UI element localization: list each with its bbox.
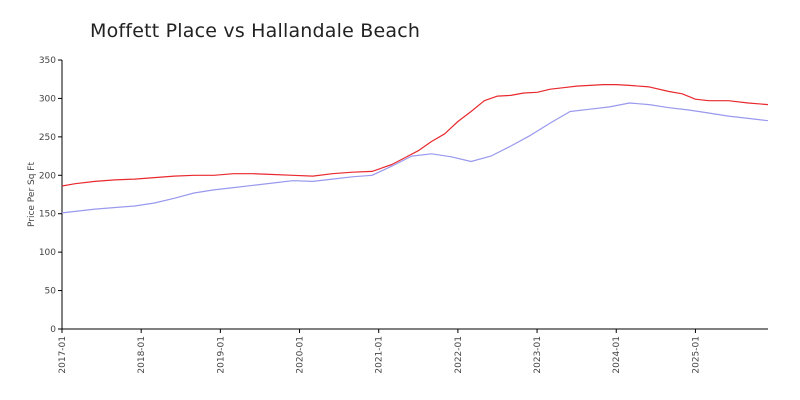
y-tick-label: 300 <box>39 94 56 104</box>
x-tick-label: 2019-01 <box>216 336 226 374</box>
series-line-1 <box>61 83 769 187</box>
y-tick-label: 100 <box>39 248 56 258</box>
axes: 0 50 100 150 200 250 300 350 2017-01 2018-01 2019-… <box>27 56 768 374</box>
x-tick-label: 2018-01 <box>137 336 147 374</box>
x-tick-label: 2025-01 <box>691 336 701 374</box>
chart-title: Moffett Place vs Hallandale Beach <box>90 20 421 42</box>
y-tick-label: 150 <box>39 210 56 220</box>
series-line-2 <box>61 102 769 214</box>
x-tick-label: 2017-01 <box>58 336 68 374</box>
x-tick-label: 2022-01 <box>454 336 464 374</box>
y-axis-title: Price Per Sq Ft <box>27 162 37 227</box>
y-tick-label: 350 <box>39 56 56 66</box>
x-tick-label: 2023-01 <box>533 336 543 374</box>
series-layer <box>61 83 769 214</box>
y-tick-label: 200 <box>39 171 56 181</box>
y-tick-label: 50 <box>45 287 57 297</box>
x-tick-label: 2024-01 <box>612 336 622 374</box>
y-tick-label: 0 <box>50 325 56 335</box>
x-tick-label: 2020-01 <box>296 336 306 374</box>
y-tick-label: 250 <box>39 133 56 143</box>
x-tick-label: 2021-01 <box>375 336 385 374</box>
